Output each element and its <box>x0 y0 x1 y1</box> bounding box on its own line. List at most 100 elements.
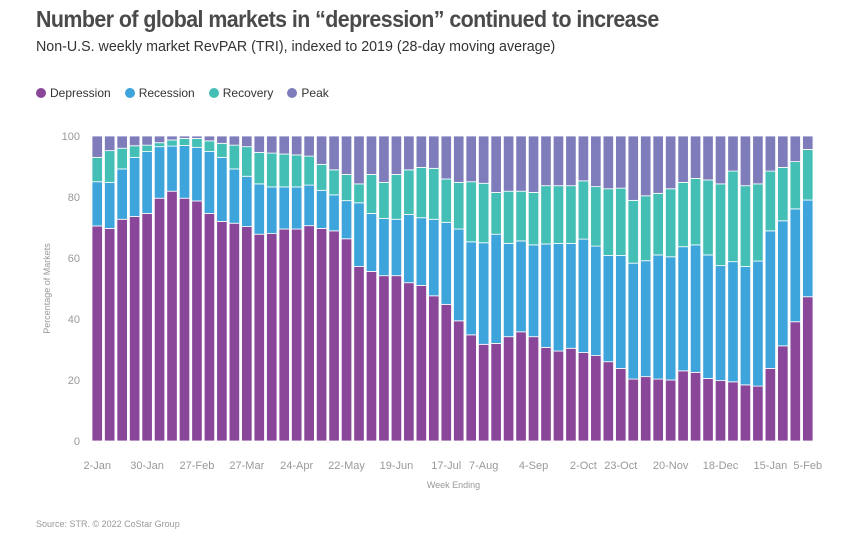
bar-recovery <box>789 161 801 210</box>
bar-recovery <box>116 147 128 170</box>
bar-peak <box>640 135 652 197</box>
bar-peak <box>689 135 702 179</box>
bar-recession <box>552 242 565 352</box>
bar-depression <box>178 197 191 442</box>
bar-depression <box>640 376 652 442</box>
bar-depression <box>266 233 278 442</box>
bar-depression <box>340 238 353 442</box>
legend-item-peak[interactable]: Peak <box>287 86 329 100</box>
bar-recovery <box>340 174 353 202</box>
bar-depression <box>141 213 153 442</box>
bar-depression <box>415 285 427 442</box>
bar-peak <box>403 135 415 171</box>
bar-depression <box>727 381 739 442</box>
bar-recovery <box>540 185 552 245</box>
bar-peak <box>291 135 303 156</box>
bar-recession <box>752 260 764 387</box>
bar-recovery <box>104 150 116 183</box>
bar-recession <box>216 156 228 222</box>
bar-recession <box>702 254 714 379</box>
legend-label: Recession <box>138 86 195 100</box>
bar-recovery <box>353 183 365 204</box>
bar-recovery <box>665 188 677 258</box>
bar-recovery <box>764 170 777 232</box>
x-tick-label: 5-Feb <box>793 460 822 472</box>
bar-peak <box>415 135 427 168</box>
bar-recession <box>428 218 440 297</box>
bar-peak <box>228 135 240 146</box>
legend-swatch <box>36 88 46 98</box>
bar-recession <box>689 244 702 373</box>
bar-depression <box>565 347 577 442</box>
bar-depression <box>652 378 664 442</box>
bar-depression <box>515 331 527 442</box>
bar-recession <box>665 256 677 381</box>
bar-recession <box>353 202 365 267</box>
legend-item-depression[interactable]: Depression <box>36 86 111 100</box>
bar-depression <box>602 361 614 442</box>
y-tick-label: 40 <box>68 314 80 326</box>
bar-peak <box>141 135 153 146</box>
bar-peak <box>478 135 490 184</box>
bar-peak <box>615 135 627 189</box>
bar-recession <box>141 151 153 214</box>
bar-recession <box>291 186 303 230</box>
bar-depression <box>577 352 590 442</box>
x-tick-label: 17-Jul <box>431 460 461 472</box>
bar-recovery <box>502 190 515 244</box>
bar-depression <box>128 216 141 442</box>
legend-label: Depression <box>50 86 111 100</box>
bar-depression <box>303 225 315 442</box>
bar-recovery <box>203 140 216 152</box>
x-tick-label: 23-Oct <box>604 460 637 472</box>
y-tick-label: 80 <box>68 192 80 204</box>
bar-recovery <box>627 199 639 264</box>
bar-peak <box>552 135 565 187</box>
bar-depression <box>291 228 303 442</box>
bar-peak <box>266 135 278 154</box>
bar-depression <box>552 350 565 442</box>
bar-recession <box>203 151 216 214</box>
legend-item-recession[interactable]: Recession <box>124 86 195 100</box>
bar-recovery <box>403 169 415 215</box>
bar-depression <box>241 226 253 442</box>
bar-recession <box>241 175 253 227</box>
bar-recession <box>365 213 378 272</box>
bar-depression <box>478 343 490 442</box>
x-tick-label: 22-May <box>328 460 365 472</box>
chart-title: Number of global markets in “depression”… <box>36 6 659 32</box>
bar-depression <box>91 225 103 442</box>
bar-recovery <box>565 185 577 244</box>
bar-peak <box>727 135 739 172</box>
bar-peak <box>702 135 714 181</box>
bar-recovery <box>615 187 627 256</box>
bar-recovery <box>552 185 565 244</box>
bar-peak <box>253 135 265 153</box>
bar-peak <box>714 135 727 185</box>
bar-recession <box>403 213 415 284</box>
bar-peak <box>353 135 365 185</box>
bar-recession <box>540 243 552 348</box>
bar-recession <box>340 200 353 240</box>
bar-recovery <box>378 181 390 219</box>
bar-recession <box>465 241 477 336</box>
legend-swatch <box>208 88 219 98</box>
bar-depression <box>665 379 677 442</box>
bar-recovery <box>478 182 490 244</box>
bar-recession <box>490 233 502 344</box>
bar-peak <box>216 135 228 144</box>
bar-recovery <box>727 170 739 263</box>
bar-peak <box>789 135 801 163</box>
bar-peak <box>428 135 440 169</box>
bar-recession <box>502 242 515 338</box>
bar-recovery <box>465 181 477 243</box>
bar-recovery <box>515 190 527 242</box>
bar-recovery <box>315 163 328 191</box>
bar-recession <box>116 168 128 220</box>
bar-peak <box>91 135 103 158</box>
bar-peak <box>191 135 203 139</box>
legend-item-recovery[interactable]: Recovery <box>208 86 273 100</box>
bar-recession <box>727 261 739 383</box>
bar-recession <box>615 255 627 369</box>
bar-recession <box>640 260 652 378</box>
